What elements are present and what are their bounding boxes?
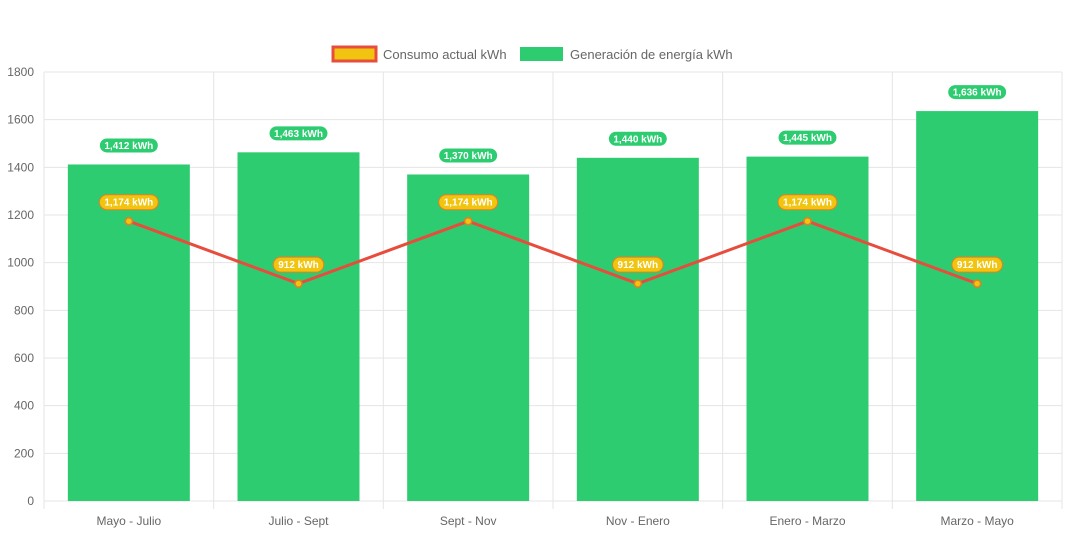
y-tick-label: 800 xyxy=(14,303,34,317)
data-label-text: 912 kWh xyxy=(278,260,319,271)
y-tick-label: 600 xyxy=(14,351,34,365)
y-tick-label: 1400 xyxy=(7,160,34,174)
line-value-label: 912 kWh xyxy=(272,256,325,273)
y-axis: 0 200 400 600 800 1000 1200 1400 1600 1800 xyxy=(7,65,34,508)
data-label-badge xyxy=(951,256,1003,273)
line-value-label: 1,174 kWh xyxy=(438,194,499,211)
bar-value-label: 1,412 kWh xyxy=(98,137,159,154)
bar-value-label: 1,445 kWh xyxy=(777,129,838,146)
consumo-point-mayo-julio[interactable] xyxy=(124,216,134,226)
bar-series xyxy=(67,111,1039,502)
data-label-text: 1,174 kWh xyxy=(783,198,832,209)
data-label-badge xyxy=(777,129,838,146)
data-label-text: 912 kWh xyxy=(618,260,659,271)
bar-enero-marzo[interactable] xyxy=(746,156,869,501)
data-label-text: 1,463 kWh xyxy=(274,129,323,140)
data-label-badge xyxy=(98,194,159,211)
bar-julio-sept[interactable] xyxy=(237,152,360,501)
x-axis: Mayo - Julio Julio - Sept Sept - Nov Nov - … xyxy=(96,514,1014,528)
data-label-badge xyxy=(947,84,1008,101)
data-label-text: 1,174 kWh xyxy=(444,198,493,209)
data-label-text: 1,370 kWh xyxy=(444,151,493,162)
y-tick-label: 400 xyxy=(14,399,34,413)
legend-swatch-generacion[interactable] xyxy=(520,47,563,61)
data-label-text: 1,636 kWh xyxy=(953,88,1002,99)
legend-label-generacion[interactable]: Generación de energía kWh xyxy=(570,47,733,62)
data-label-badge xyxy=(612,256,664,273)
data-label-text: 1,174 kWh xyxy=(104,198,153,209)
line-value-label: 1,174 kWh xyxy=(98,194,159,211)
legend: Consumo actual kWh Generación de energía … xyxy=(331,45,733,63)
x-tick-label: Marzo - Mayo xyxy=(940,514,1014,528)
data-label-badge xyxy=(98,137,159,154)
bar-nov-enero[interactable] xyxy=(576,157,699,502)
consumo-point-nov-enero[interactable] xyxy=(633,279,643,288)
consumo-line xyxy=(128,219,978,286)
data-label-badge xyxy=(777,194,838,211)
consumo-point-sept-nov[interactable] xyxy=(463,216,473,226)
legend-swatch-consumo[interactable] xyxy=(331,45,378,63)
bar-value-label: 1,370 kWh xyxy=(438,147,499,164)
x-tick-label: Mayo - Julio xyxy=(96,514,161,528)
line-value-label: 1,174 kWh xyxy=(777,194,838,211)
consumo-point-julio-sept[interactable] xyxy=(294,279,303,288)
x-tick-label: Julio - Sept xyxy=(268,514,329,528)
data-label-text: 1,440 kWh xyxy=(613,134,662,145)
data-label-badge xyxy=(268,125,329,142)
bar-value-label: 1,463 kWh xyxy=(268,125,329,142)
line-series xyxy=(124,216,982,288)
data-label-text: 1,412 kWh xyxy=(104,141,153,152)
data-label-text: 1,445 kWh xyxy=(783,133,832,144)
x-tick-label: Nov - Enero xyxy=(606,514,670,528)
consumo-point-marzo-mayo[interactable] xyxy=(972,279,982,288)
data-label-badge xyxy=(438,194,499,211)
y-tick-label: 1600 xyxy=(7,113,34,127)
y-tick-label: 1000 xyxy=(7,256,34,270)
bar-value-label: 1,636 kWh xyxy=(947,84,1008,101)
legend-label-consumo[interactable]: Consumo actual kWh xyxy=(383,47,507,62)
line-value-label: 912 kWh xyxy=(951,256,1003,273)
bar-sept-nov[interactable] xyxy=(407,174,530,501)
data-label-badge xyxy=(272,256,325,273)
data-labels: 1,412 kWh 1,463 kWh 1,370 kWh 1,440 kWh 1,44… xyxy=(98,84,1008,273)
bar-marzo-mayo[interactable] xyxy=(916,111,1039,501)
data-label-text: 912 kWh xyxy=(957,260,998,271)
x-tick-label: Sept - Nov xyxy=(440,514,497,528)
bar-value-label: 1,440 kWh xyxy=(607,130,668,147)
y-tick-label: 200 xyxy=(14,446,34,460)
y-tick-label: 0 xyxy=(27,494,34,508)
x-tick-label: Enero - Marzo xyxy=(769,514,845,528)
line-value-label: 912 kWh xyxy=(612,256,664,273)
y-tick-label: 1200 xyxy=(7,208,34,222)
bar-mayo-julio[interactable] xyxy=(67,164,190,501)
grid xyxy=(43,71,1063,509)
y-tick-label: 1800 xyxy=(7,65,34,79)
data-label-badge xyxy=(607,130,668,147)
data-label-badge xyxy=(438,147,499,164)
consumo-point-enero-marzo[interactable] xyxy=(803,216,812,226)
